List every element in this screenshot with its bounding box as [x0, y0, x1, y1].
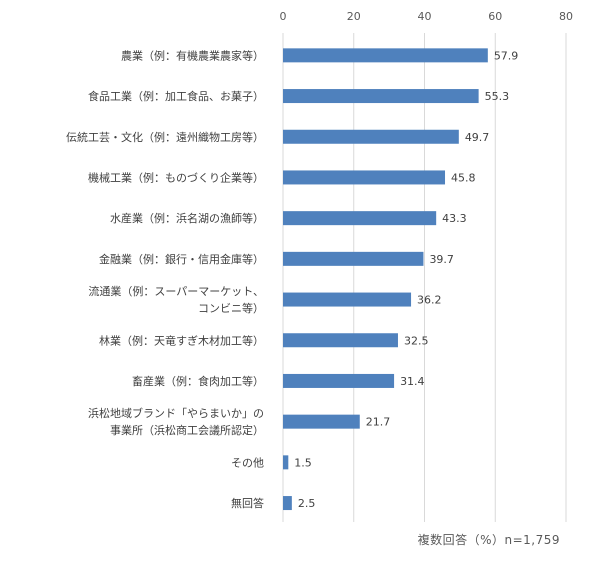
- value-label: 55.3: [485, 90, 510, 103]
- category-label: コンビニ等）: [198, 301, 264, 315]
- category-label: 伝統工芸・文化（例：遠州織物工房等）: [66, 130, 264, 144]
- chart-footnote: 複数回答（%）n=1,759: [417, 533, 560, 547]
- bar: [283, 48, 488, 63]
- x-tick-label: 80: [559, 10, 573, 23]
- category-label: 機械工業（例：ものづくり企業等）: [88, 170, 264, 184]
- bar: [283, 251, 424, 266]
- value-label: 31.4: [400, 375, 425, 388]
- bar: [283, 455, 289, 470]
- value-label: 43.3: [442, 212, 467, 225]
- bars: [283, 48, 488, 511]
- x-tick-label: 20: [347, 10, 361, 23]
- value-label: 2.5: [298, 497, 316, 510]
- bar: [283, 333, 398, 348]
- category-label: 食品工業（例：加工食品、お菓子）: [88, 89, 264, 103]
- category-label: 林業（例：天竜すぎ木材加工等）: [99, 333, 264, 347]
- gridlines: [282, 33, 567, 522]
- value-label: 21.7: [366, 416, 391, 429]
- category-label: 畜産業（例：食肉加工等）: [132, 374, 264, 388]
- x-tick-label: 40: [418, 10, 432, 23]
- x-tick-label: 60: [488, 10, 502, 23]
- category-label: 金融業（例：銀行・信用金庫等）: [99, 252, 264, 266]
- category-label: 水産業（例：浜名湖の漁師等）: [110, 211, 264, 225]
- bar: [283, 211, 437, 226]
- value-label: 45.8: [451, 171, 476, 184]
- x-axis-ticks: 0 20 40 60 80: [280, 10, 574, 23]
- bar: [283, 414, 360, 429]
- value-label: 32.5: [404, 334, 429, 347]
- value-labels: 57.9 55.3 49.7 45.8 43.3 39.7 36.2 32.5 31.4 21.7…: [294, 49, 518, 510]
- x-tick-label: 0: [280, 10, 287, 23]
- value-label: 57.9: [494, 49, 519, 62]
- value-label: 1.5: [294, 456, 312, 469]
- category-label: 農業（例：有機農業農家等）: [121, 48, 264, 62]
- bar: [283, 89, 479, 104]
- bar: [283, 292, 412, 307]
- category-label: 浜松地域ブランド「やらまいか」の: [88, 406, 264, 420]
- bar: [283, 129, 459, 144]
- value-label: 36.2: [417, 294, 442, 307]
- value-label: 49.7: [465, 131, 490, 144]
- category-label: 事業所（浜松商工会議所認定）: [110, 423, 264, 437]
- bar: [283, 496, 292, 511]
- category-label: 無回答: [231, 496, 264, 510]
- category-label: その他: [231, 456, 264, 469]
- bar: [283, 373, 395, 388]
- category-labels: 農業（例：有機農業農家等） 食品工業（例：加工食品、お菓子） 伝統工芸・文化（例：遠…: [66, 48, 264, 510]
- category-label: 流通業（例：スーパーマーケット、: [88, 284, 264, 298]
- bar: [283, 170, 446, 185]
- value-label: 39.7: [429, 253, 454, 266]
